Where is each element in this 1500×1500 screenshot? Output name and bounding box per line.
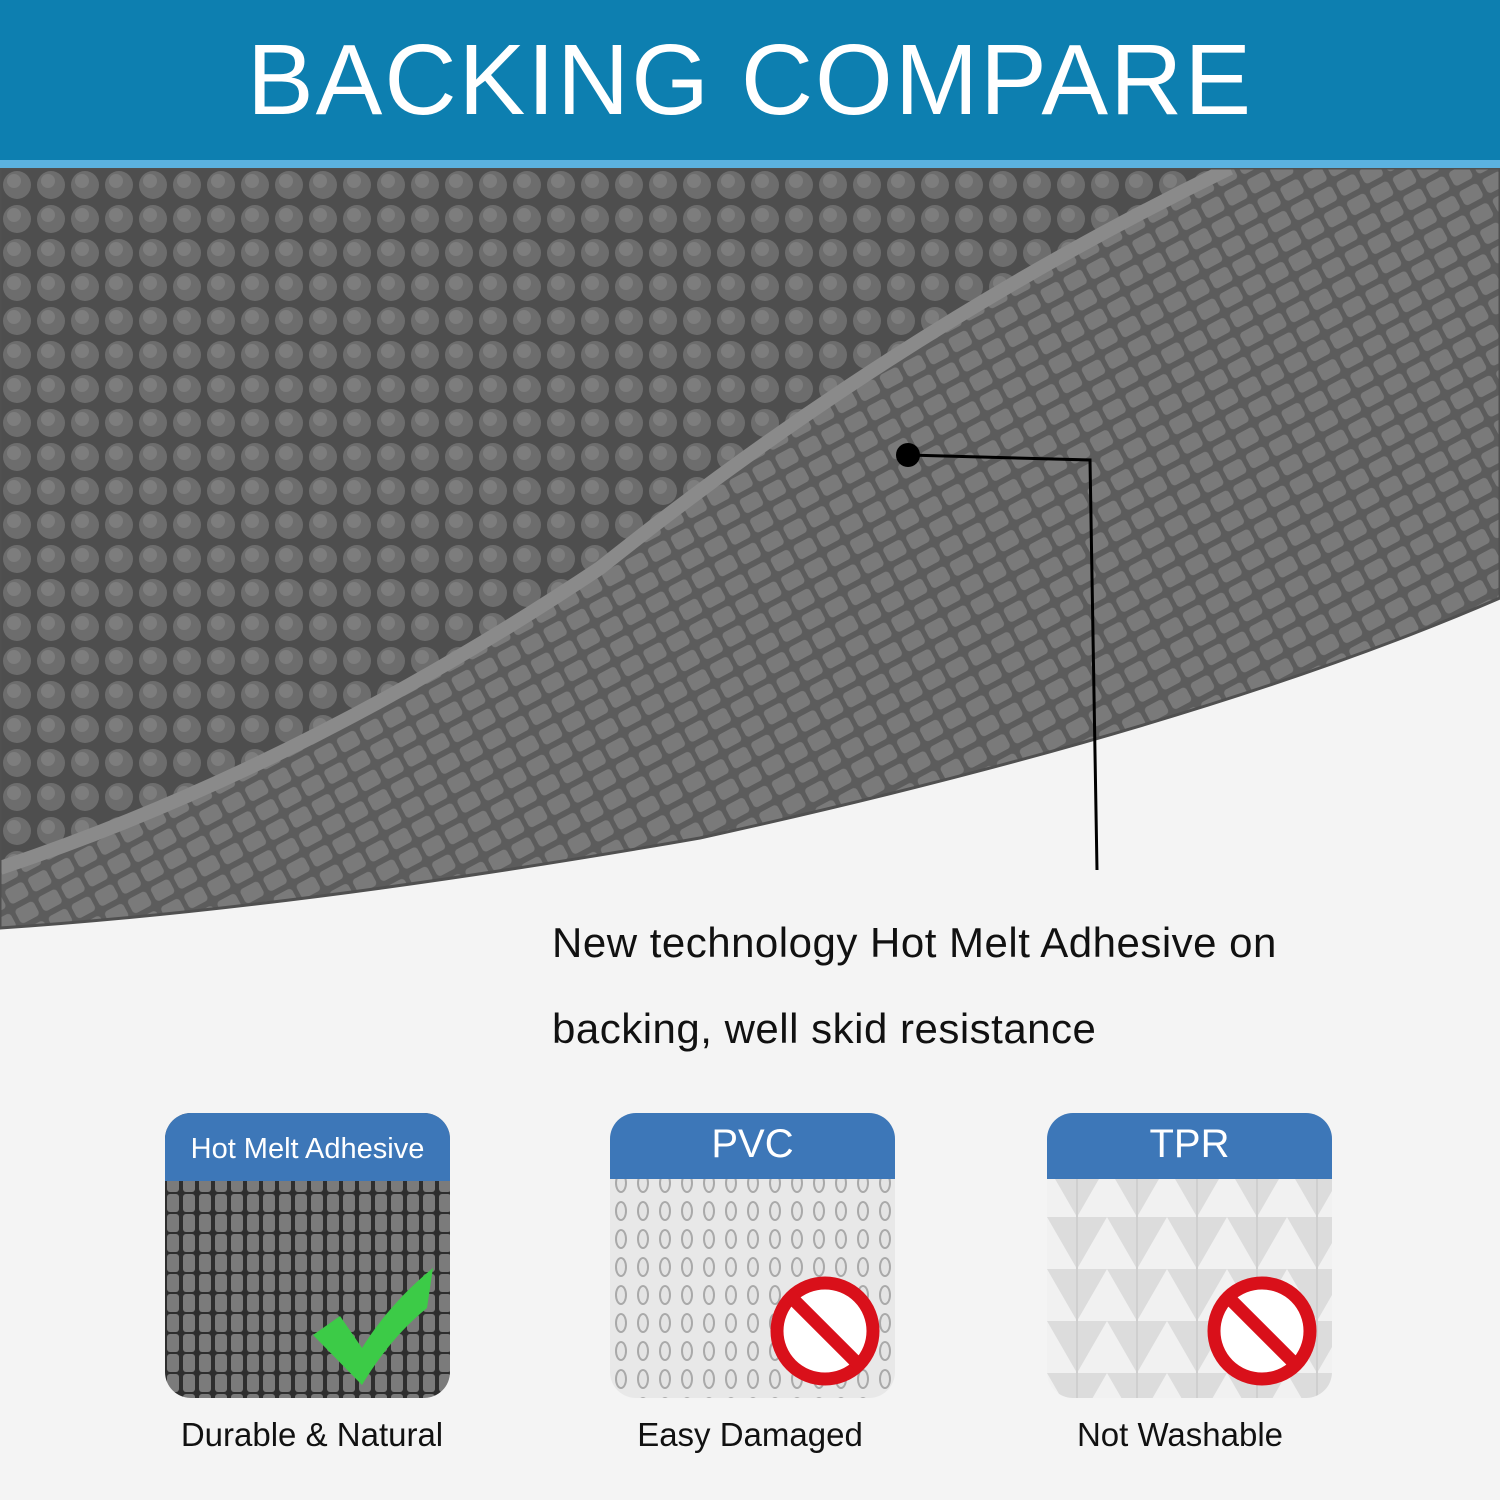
callout-line-1: New technology Hot Melt Adhesive on [552, 919, 1277, 966]
card-caption: Not Washable [1076, 1416, 1284, 1453]
card-hot-melt-adhesive: Hot Melt Adhesive [165, 1113, 450, 1398]
card-label: TPR [1149, 1122, 1230, 1166]
prohibited-icon [1207, 1276, 1317, 1386]
page-title: BACKING COMPARE [246, 23, 1254, 136]
card-tpr: TPR [1047, 1113, 1332, 1398]
card-caption: Easy Damaged [637, 1416, 863, 1453]
card-label: PVC [711, 1122, 794, 1166]
callout-text: New technology Hot Melt Adhesive on back… [552, 900, 1452, 1072]
rug-backing-photo [0, 168, 1500, 930]
card-pvc: PVC [610, 1113, 895, 1398]
callout-line-2: backing, well skid resistance [552, 1005, 1097, 1052]
check-icon [313, 1268, 433, 1385]
prohibited-icon [770, 1276, 880, 1386]
card-caption: Durable & Natural [180, 1416, 444, 1453]
callout-pointer [896, 443, 1099, 871]
header-banner: BACKING COMPARE [0, 0, 1500, 168]
card-label: Hot Melt Adhesive [190, 1133, 425, 1165]
